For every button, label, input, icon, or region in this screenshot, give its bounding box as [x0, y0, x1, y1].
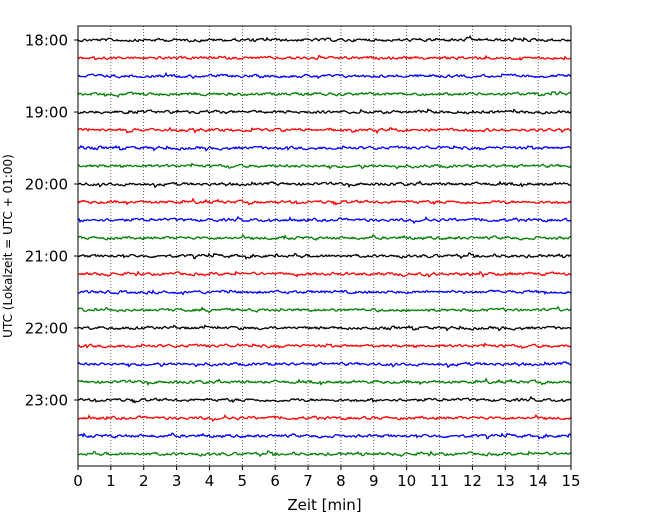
x-tick-label: 0: [73, 472, 83, 490]
trace-2330: [77, 432, 572, 440]
trace-1915: [77, 126, 572, 135]
x-tick-label: 13: [496, 472, 515, 490]
trace-2130: [77, 289, 572, 296]
y-tick-label: 19:00: [25, 104, 68, 122]
trace-2245: [77, 377, 572, 387]
x-tick-label: 5: [238, 472, 248, 490]
trace-2045: [77, 233, 572, 241]
trace-2300: [77, 395, 572, 404]
trace-2145: [77, 305, 572, 314]
x-tick-label: 7: [303, 472, 313, 490]
y-tick-label: 20:00: [25, 176, 68, 194]
trace-2000: [77, 180, 572, 189]
trace-2200: [77, 324, 572, 332]
y-tick-label: 23:00: [25, 392, 68, 410]
vertical-gridlines: [110, 26, 539, 466]
trace-2100: [77, 252, 572, 260]
x-tick-label: 15: [561, 472, 580, 490]
trace-1945: [77, 162, 572, 170]
x-axis-label: Zeit [min]: [287, 496, 361, 514]
trace-1830: [77, 71, 572, 80]
x-tick-label: 6: [270, 472, 280, 490]
x-tick-label: 8: [336, 472, 346, 490]
trace-2345: [77, 450, 572, 458]
x-tick-label: 14: [529, 472, 548, 490]
x-tick-label: 10: [397, 472, 416, 490]
trace-2115: [77, 270, 572, 279]
x-tick-label: 4: [205, 472, 215, 490]
x-tick-label: 11: [430, 472, 449, 490]
plot-frame: [77, 25, 572, 467]
x-tick-label: 2: [139, 472, 149, 490]
trace-2230: [77, 361, 572, 369]
y-axis-label: UTC (Lokalzeit = UTC + 01:00): [1, 154, 15, 338]
x-tick-label: 12: [463, 472, 482, 490]
trace-2015: [77, 197, 572, 206]
trace-2030: [77, 215, 572, 225]
trace-1900: [77, 108, 572, 115]
trace-1930: [77, 144, 572, 152]
trace-2315: [77, 413, 572, 423]
trace-1800: [77, 35, 572, 43]
x-tick-label: 1: [106, 472, 116, 490]
trace-2215: [77, 342, 572, 349]
y-tick-label: 18:00: [25, 32, 68, 50]
x-axis-ticks: 0 1 2 3 4 5 6 7 8 9 10 11 12 13 14 15: [73, 466, 581, 490]
y-axis-ticks: 18:00 19:00 20:00 21:00 22:00 23:00: [25, 32, 78, 410]
y-tick-label: 21:00: [25, 248, 68, 266]
trace-1845: [77, 90, 572, 99]
x-tick-label: 3: [172, 472, 182, 490]
trace-1815: [77, 54, 572, 61]
x-tick-label: 9: [369, 472, 379, 490]
seismogram-traces: [77, 35, 572, 458]
y-tick-label: 22:00: [25, 320, 68, 338]
